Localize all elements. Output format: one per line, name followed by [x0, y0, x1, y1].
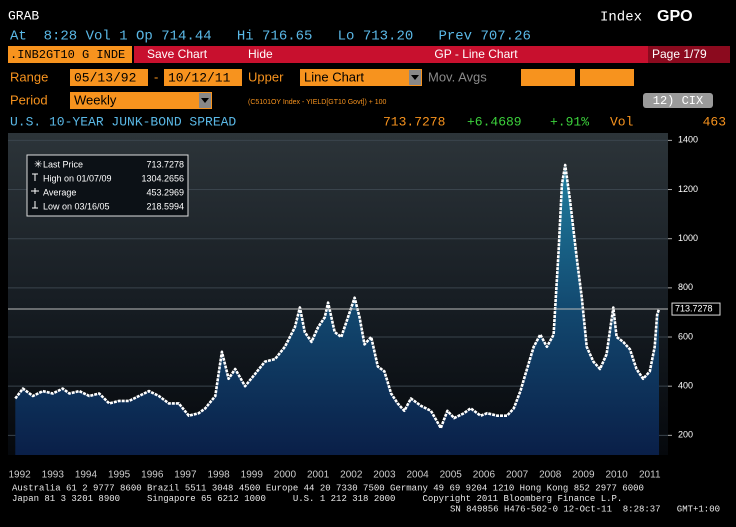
period-value: Weekly	[74, 92, 117, 107]
end-date: 10/12/11	[168, 70, 231, 85]
last-price-tag	[671, 302, 721, 316]
ticker: GPO	[657, 8, 693, 25]
area	[15, 165, 660, 455]
legend: Last Price 713.7278 High on 01/07/09 1304.2…	[43, 159, 184, 211]
formula: (C5101OY Index - YIELD[GT10 Govt]) + 100	[248, 99, 387, 106]
x-tick-label: 2004	[406, 470, 429, 481]
page-box	[648, 46, 730, 63]
chart-title: U.S. 10-YEAR JUNK-BOND SPREAD	[10, 114, 236, 129]
security: .INB2GT10 G INDE	[10, 48, 125, 62]
x-tick-label: 2009	[572, 470, 595, 481]
change-percent: +.91%	[550, 114, 589, 129]
y-tick-label: 1200	[678, 184, 698, 194]
hide[interactable]: Hide	[248, 47, 273, 61]
y-tick-label: 600	[678, 331, 693, 341]
quote-line: At 8:28 Vol 1 Op 714.44 Hi 716.65 Lo 713…	[10, 29, 531, 45]
x-tick-label: 2000	[274, 470, 297, 481]
period-dropdown[interactable]	[70, 92, 212, 109]
toolbar-bar	[134, 46, 730, 63]
y-tick-label: 400	[678, 381, 693, 391]
x-axis: 1992 1993 1994 1995 1996 1997 1998 1999 2000 2001…	[0, 462, 695, 486]
legend-value: 218.5994	[146, 201, 184, 211]
x-tick-label: 1995	[108, 470, 131, 481]
range-dash: -	[154, 69, 158, 84]
y-tick-label: 1000	[678, 233, 698, 243]
upper-dropdown[interactable]	[300, 69, 422, 86]
page-number: Page 1/79	[652, 47, 707, 61]
footer-line: Australia 61 2 9777 8600 Brazil 5511 304…	[12, 483, 644, 493]
mov-avg-field[interactable]	[521, 69, 575, 86]
legend-box	[26, 154, 189, 217]
footer-line: SN 849856 H476-502-0 12-Oct-11 8:28:37 G…	[450, 504, 720, 514]
legend-value: 453.2969	[146, 187, 184, 197]
arrow-icon	[201, 98, 209, 103]
plot	[8, 139, 668, 455]
x-tick-label: 2012	[672, 470, 695, 481]
x-tick-label: 1992	[8, 470, 31, 481]
last-value: 713.7278	[383, 114, 445, 129]
x-tick-label: 2005	[440, 470, 463, 481]
x-tick-label: 1994	[75, 470, 98, 481]
vol-value: 463	[703, 114, 726, 129]
legend-label: Average	[43, 187, 76, 197]
function-name: GP - Line Chart	[434, 47, 518, 61]
save-chart[interactable]: Save Chart	[147, 47, 208, 61]
footer-line: Japan 81 3 3201 8900 Singapore 65 6212 1…	[12, 494, 622, 504]
legend-value: 1304.2656	[141, 173, 184, 183]
legend-label: High on 01/07/09	[43, 173, 112, 183]
x-tick-label: 2002	[340, 470, 363, 481]
legend-icon	[32, 201, 38, 209]
legend-icon: ✳	[34, 160, 42, 171]
upper-value: Line Chart	[304, 69, 364, 84]
legend-label: Last Price	[43, 159, 83, 169]
start-field[interactable]	[70, 69, 148, 86]
x-tick-label: 1998	[207, 470, 230, 481]
cix-label: 12) CIX	[653, 94, 703, 108]
x-tick-label: 2007	[506, 470, 529, 481]
vol-label: Vol	[610, 114, 634, 129]
mov-avg-field[interactable]	[580, 69, 634, 86]
end-field[interactable]	[164, 69, 242, 86]
x-tick-label: 2001	[307, 470, 330, 481]
cix-button[interactable]	[643, 93, 713, 108]
y-tick-label: 200	[678, 430, 693, 440]
x-tick-label: 2010	[605, 470, 628, 481]
y-tick-label: 800	[678, 282, 693, 292]
x-tick-label: 2006	[473, 470, 496, 481]
axes: 200 400 600 800 1000 1200 1400 713.7278	[668, 135, 721, 440]
mov-avgs-label: Mov. Avgs	[428, 69, 487, 84]
period-label: Period	[10, 92, 48, 107]
screen-title: GRAB	[8, 8, 39, 23]
range-label: Range	[10, 69, 48, 84]
x-axis-bar	[0, 462, 668, 486]
arrow-icon	[411, 75, 419, 80]
index-label: Index	[600, 10, 642, 26]
x-tick-label: 2003	[373, 470, 396, 481]
x-tick-label: 1996	[141, 470, 164, 481]
x-tick-label: 1999	[241, 470, 264, 481]
start-date: 05/13/92	[74, 70, 136, 85]
upper-label: Upper	[248, 69, 284, 84]
legend-value: 713.7278	[146, 159, 184, 169]
footer: Australia 61 2 9777 8600 Brazil 5511 304…	[12, 483, 720, 514]
x-tick-label: 1997	[174, 470, 197, 481]
last-price-label: 713.7278	[675, 303, 713, 313]
x-tick-label: 1993	[42, 470, 65, 481]
line	[14, 163, 661, 430]
change: +6.4689	[467, 114, 522, 129]
x-tick-label: 2011	[639, 470, 661, 481]
y-tick-label: 1400	[678, 135, 698, 145]
x-tick-label: 2008	[539, 470, 562, 481]
legend-icon	[32, 173, 38, 181]
legend-label: Low on 03/16/05	[43, 201, 110, 211]
security-field[interactable]	[8, 46, 132, 63]
legend-icon	[31, 188, 39, 194]
